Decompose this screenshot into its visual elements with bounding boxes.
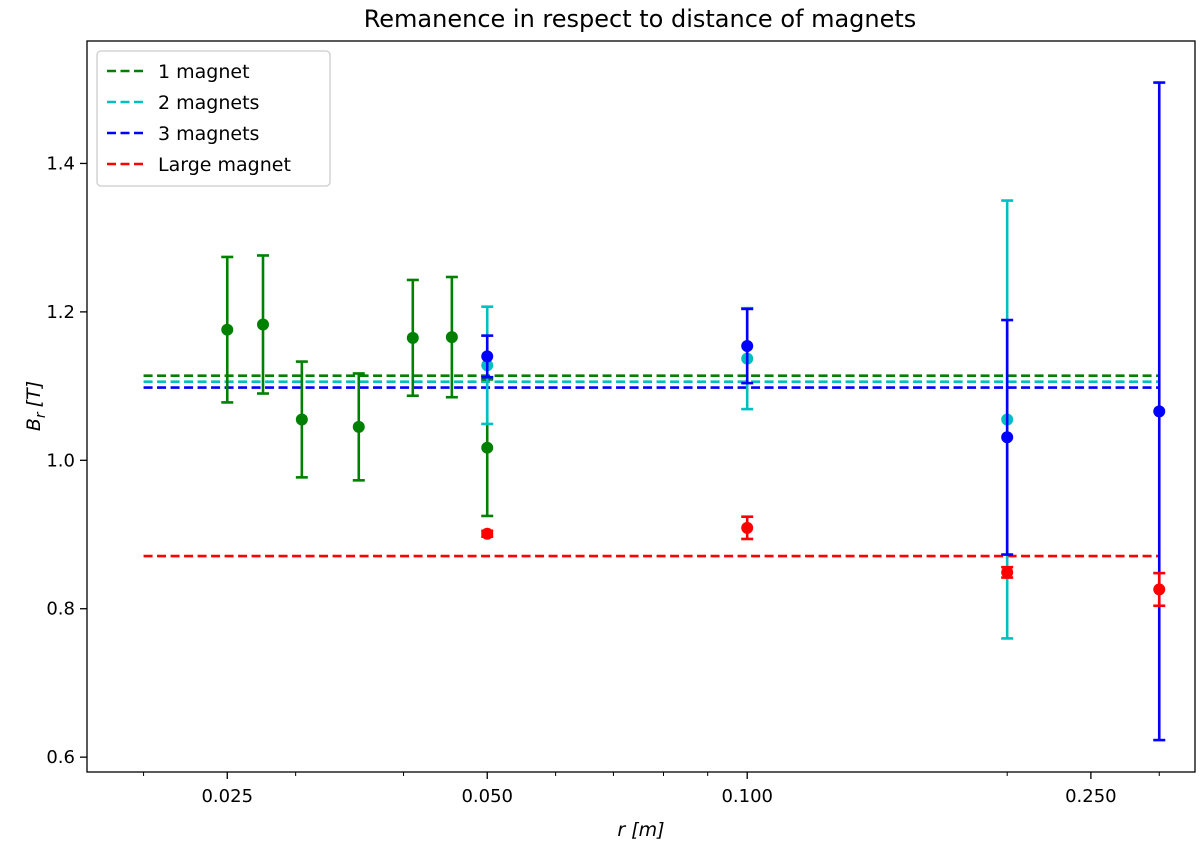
data-point-2-1 bbox=[741, 340, 754, 353]
y-axis-label-unit: [T] bbox=[23, 381, 45, 407]
legend-label-3: Large magnet bbox=[158, 154, 291, 176]
data-point-0-6 bbox=[481, 441, 494, 454]
y-axis-label: Br [T] bbox=[23, 381, 49, 431]
x-tick-label-3: 0.250 bbox=[1065, 786, 1117, 807]
data-point-3-3 bbox=[1153, 583, 1166, 596]
y-axis-label-var: B bbox=[23, 418, 45, 431]
axes: 0.025 0.050 0.100 0.250 0.6 0.8 1.0 1.2 1.4 bbox=[46, 153, 1160, 807]
plot-area bbox=[143, 81, 1166, 742]
y-tick-label-1: 0.8 bbox=[46, 599, 75, 620]
legend-label-0: 1 magnet bbox=[158, 61, 250, 83]
x-axis-label-var: r bbox=[617, 819, 626, 841]
y-axis-label-sub: r bbox=[33, 411, 49, 418]
data-point-2-3 bbox=[1153, 405, 1166, 418]
x-axis-label-unit: [m] bbox=[631, 819, 664, 841]
legend-label-1: 2 magnets bbox=[158, 92, 259, 114]
data-point-0-4 bbox=[406, 331, 419, 344]
chart-title: Remanence in respect to distance of magn… bbox=[364, 5, 917, 33]
legend-label-2: 3 magnets bbox=[158, 123, 259, 145]
data-point-0-1 bbox=[257, 318, 270, 331]
x-tick-label-1: 0.050 bbox=[461, 786, 513, 807]
data-point-3-1 bbox=[741, 521, 754, 534]
data-point-3-0 bbox=[481, 527, 494, 540]
y-tick-label-0: 0.6 bbox=[46, 747, 75, 768]
x-axis-label: r [m] bbox=[617, 819, 664, 841]
legend: 1 magnet 2 magnets 3 magnets Large magnet bbox=[96, 50, 331, 187]
x-tick-label-0: 0.025 bbox=[201, 786, 253, 807]
data-point-2-2 bbox=[1001, 431, 1014, 444]
plot-frame bbox=[86, 40, 1196, 773]
y-tick-label-4: 1.4 bbox=[46, 153, 75, 174]
data-point-0-2 bbox=[295, 413, 308, 426]
y-tick-label-2: 1.0 bbox=[46, 450, 75, 471]
data-point-0-0 bbox=[221, 323, 234, 336]
data-point-0-5 bbox=[445, 331, 458, 344]
x-tick-label-2: 0.100 bbox=[721, 786, 773, 807]
data-point-2-0 bbox=[481, 350, 494, 363]
data-point-3-2 bbox=[1001, 566, 1014, 579]
legend-box bbox=[96, 50, 331, 187]
y-tick-label-3: 1.2 bbox=[46, 302, 75, 323]
data-point-0-3 bbox=[352, 420, 365, 433]
y-axis-label-group: Br [T] bbox=[23, 381, 49, 431]
